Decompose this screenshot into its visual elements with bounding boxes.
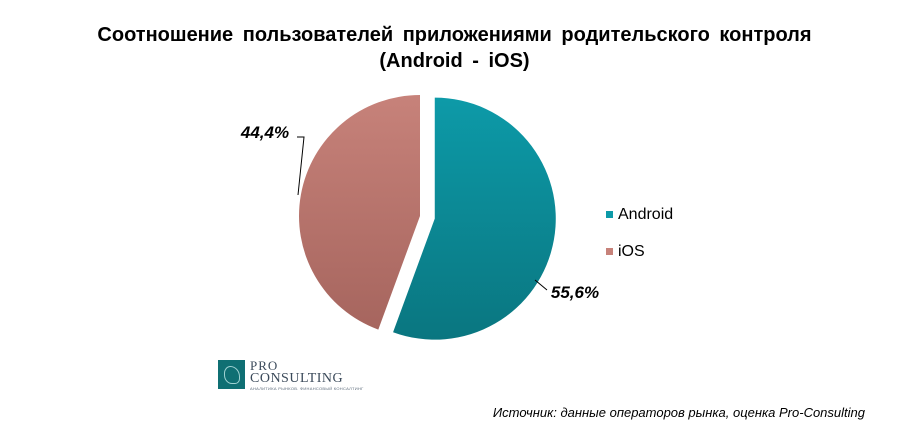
chart-title: Соотношение пользователей приложениями р… [0,22,909,74]
pie-slice-ios [299,95,420,330]
legend-item-ios: iOS [606,233,673,270]
chart-title-line-2: (Android - iOS) [379,50,530,72]
legend-label-android: Android [618,205,674,223]
pro-consulting-logo: PRO CONSULTING АНАЛИТИКА РЫНКОВ. ФИНАНСО… [218,358,363,392]
data-label-android: 55,6% [551,283,599,302]
logo-tagline: АНАЛИТИКА РЫНКОВ. ФИНАНСОВЫЙ КОНСАЛТИНГ [250,386,364,391]
data-label-ios: 44,4% [240,123,289,142]
legend-swatch-android [606,211,613,218]
logo-emblem-icon [218,360,245,389]
legend-label-ios: iOS [618,242,645,260]
leader-line-android [534,279,548,291]
source-note: Источник: данные операторов рынка, оценк… [492,405,865,420]
legend-item-android: Android [606,196,673,233]
logo-line-2: CONSULTING [250,371,344,386]
legend-swatch-ios [606,248,613,255]
logo-line-1: PRO [250,358,279,373]
chart-legend: Android iOS [606,196,673,270]
pie-slice-android [393,97,556,340]
leader-line-ios [297,136,305,196]
chart-title-line-1: Соотношение пользователей приложениями р… [97,24,812,46]
